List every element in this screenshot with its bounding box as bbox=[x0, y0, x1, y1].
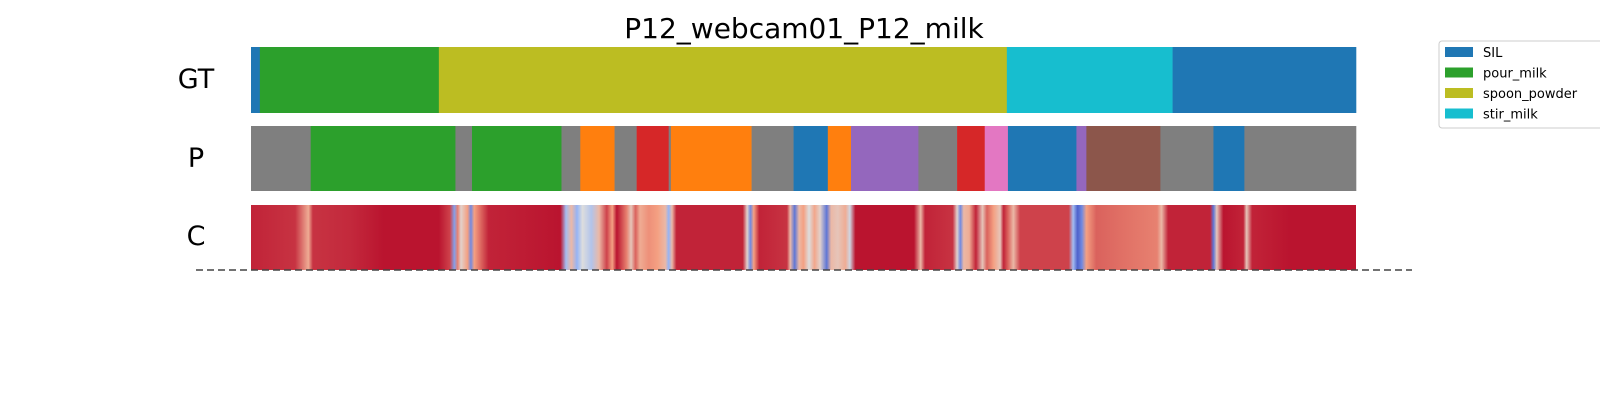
legend-label-0: SIL bbox=[1483, 46, 1503, 61]
p-segment-11 bbox=[793, 126, 829, 191]
legend-swatch-2 bbox=[1445, 88, 1473, 98]
p-segment-19 bbox=[1086, 126, 1161, 191]
chart-title: P12_webcam01_P12_milk bbox=[624, 12, 984, 45]
p-segment-10 bbox=[751, 126, 794, 191]
p-segment-20 bbox=[1160, 126, 1214, 191]
legend-frame bbox=[1438, 40, 1600, 129]
row-p-segments bbox=[251, 126, 1357, 191]
p-segment-12 bbox=[827, 126, 852, 191]
gt-segment-0 bbox=[251, 47, 261, 113]
legend-swatch-3 bbox=[1445, 108, 1473, 119]
p-segment-1 bbox=[310, 126, 456, 191]
legend-label-1: pour_milk bbox=[1483, 67, 1547, 82]
p-segment-8 bbox=[668, 126, 672, 191]
legend-swatch-1 bbox=[1445, 67, 1473, 78]
p-segment-13 bbox=[851, 126, 919, 191]
p-segment-16 bbox=[984, 126, 1009, 191]
gt-segment-1 bbox=[259, 47, 440, 113]
p-segment-7 bbox=[636, 126, 669, 191]
confidence-strip bbox=[251, 205, 1356, 270]
p-segment-14 bbox=[918, 126, 958, 191]
row-label-c: C bbox=[187, 221, 206, 252]
row-label-p: P bbox=[188, 143, 204, 174]
p-segment-18 bbox=[1076, 126, 1087, 191]
p-segment-5 bbox=[580, 126, 615, 191]
p-segment-0 bbox=[251, 126, 311, 191]
legend-label-3: stir_milk bbox=[1483, 108, 1538, 123]
legend: SIL pour_milk spoon_powder stir_milk bbox=[1438, 40, 1600, 129]
gt-segment-3 bbox=[1006, 47, 1173, 113]
p-segment-9 bbox=[670, 126, 752, 191]
p-segment-4 bbox=[561, 126, 581, 191]
row-label-gt: GT bbox=[178, 64, 215, 95]
legend-label-2: spoon_powder bbox=[1483, 87, 1578, 102]
p-segment-17 bbox=[1007, 126, 1077, 191]
p-segment-2 bbox=[455, 126, 473, 191]
gt-segment-2 bbox=[438, 47, 1008, 113]
legend-swatch-0 bbox=[1445, 47, 1473, 57]
gt-segment-4 bbox=[1172, 47, 1357, 113]
p-segment-21 bbox=[1213, 126, 1245, 191]
p-segment-3 bbox=[472, 126, 562, 191]
p-segment-6 bbox=[614, 126, 637, 191]
row-gt-segments bbox=[251, 47, 1357, 113]
p-segment-15 bbox=[957, 126, 986, 191]
p-segment-22 bbox=[1244, 126, 1357, 191]
